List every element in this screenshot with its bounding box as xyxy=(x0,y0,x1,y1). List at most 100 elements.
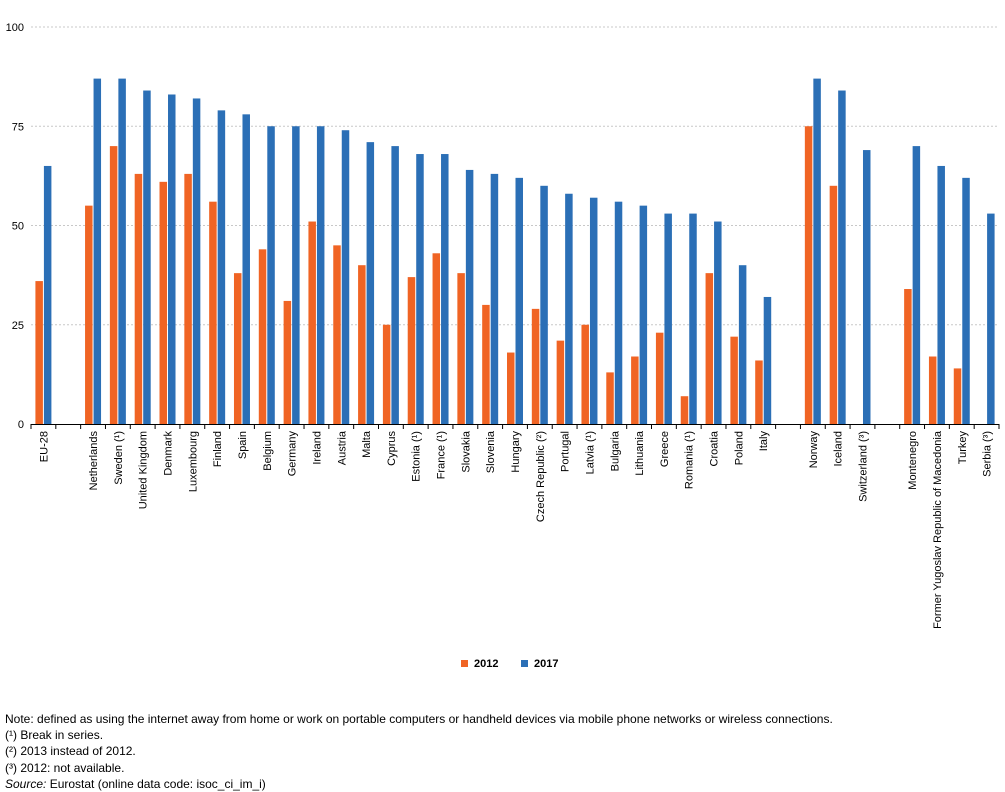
x-tick-label: Austria xyxy=(336,430,348,465)
bar-2012-iceland xyxy=(829,185,838,424)
bar-2012-estonia- xyxy=(407,277,416,424)
x-tick-label: Denmark xyxy=(163,431,175,476)
bar-2012-italy xyxy=(755,360,763,424)
x-tick-label: Portugal xyxy=(560,431,572,472)
bar-2017-malta xyxy=(366,142,375,424)
bar-2012-denmark xyxy=(159,181,168,424)
bar-2017-spain xyxy=(242,114,250,424)
bar-2017-romania- xyxy=(689,213,697,424)
bar-2012-sweden- xyxy=(109,146,118,424)
bar-2017-czech-republic- xyxy=(540,185,548,424)
y-tick-label: 100 xyxy=(6,22,24,34)
y-tick-label: 50 xyxy=(12,221,24,233)
x-tick-label: Latvia (¹) xyxy=(584,431,596,474)
bar-2017-eu-28 xyxy=(43,165,52,424)
x-tick-label: Romania (¹) xyxy=(684,431,696,489)
x-tick-label: Slovakia xyxy=(460,430,472,472)
bar-2017-estonia- xyxy=(416,154,424,425)
source-label: Source: xyxy=(5,776,47,791)
bar-2012-poland xyxy=(730,336,738,424)
x-tick-label: Bulgaria xyxy=(609,430,621,471)
bar-2012-finland xyxy=(209,201,217,424)
bar-2012-bulgaria xyxy=(606,372,614,424)
x-tick-label: Cyprus xyxy=(386,431,398,466)
bar-2017-greece xyxy=(664,213,672,424)
footnote-1: (¹) Break in series. xyxy=(5,728,104,743)
bar-2012-portugal xyxy=(556,340,565,424)
legend-label-2017: 2017 xyxy=(534,658,558,670)
bar-2017-lithuania xyxy=(639,205,648,424)
x-tick-label: Serbia (³) xyxy=(982,431,994,477)
bar-2012-united-kingdom xyxy=(134,173,143,424)
x-tick-label: Italy xyxy=(758,431,770,452)
bar-2017-sweden- xyxy=(118,78,126,425)
legend-label-2012: 2012 xyxy=(474,658,498,670)
bar-2017-montenegro xyxy=(912,146,921,424)
bar-2017-ireland xyxy=(316,126,325,424)
bar-2017-hungary xyxy=(515,177,523,424)
x-tick-label: Turkey xyxy=(957,431,969,465)
bar-2012-montenegro xyxy=(904,289,912,424)
x-tick-label: Sweden (¹) xyxy=(113,431,125,485)
bar-2012-greece xyxy=(655,332,664,424)
bar-2017-slovakia xyxy=(465,169,474,424)
bar-2017-france- xyxy=(441,154,449,425)
category-labels: EU-28 Netherlands Sweden (¹) United Kingdom… xyxy=(38,430,993,629)
note-text: Note: defined as using the internet away… xyxy=(5,712,833,726)
bar-2012-eu-28 xyxy=(35,281,43,424)
x-tick-label: Netherlands xyxy=(88,431,100,491)
x-tick-label: Hungary xyxy=(510,431,522,473)
bar-2012-germany xyxy=(283,300,292,424)
axes: 0 25 50 75 100 xyxy=(6,22,1000,431)
bar-2012-lithuania xyxy=(631,356,639,424)
x-tick-label: Poland xyxy=(733,431,745,465)
bar-2017-cyprus xyxy=(391,146,399,424)
bar-2017-latvia- xyxy=(589,197,598,424)
x-tick-label: Lithuania xyxy=(634,430,646,476)
bars xyxy=(35,78,995,425)
legend-swatch-2012 xyxy=(461,660,468,667)
bar-2012-slovakia xyxy=(457,273,465,424)
bar-2017-iceland xyxy=(838,90,846,425)
bar-2017-slovenia xyxy=(490,173,499,424)
bar-2017-serbia- xyxy=(987,213,995,424)
x-tick-label: United Kingdom xyxy=(138,431,150,509)
bar-2017-croatia xyxy=(714,221,722,424)
bar-2012-belgium xyxy=(258,249,267,424)
bar-2012-luxembourg xyxy=(184,173,192,424)
chart: 0 25 50 75 100 EU-28 Netherlands Sweden (¹) Uni… xyxy=(6,22,1000,670)
x-tick-label: Switzerland (³) xyxy=(857,431,869,502)
x-tick-label: Montenegro xyxy=(907,431,919,490)
bar-2017-former-yugoslav-republic-of-macedonia xyxy=(937,165,945,424)
legend-swatch-2017 xyxy=(521,660,528,667)
bar-2017-austria xyxy=(341,130,350,424)
bar-2012-croatia xyxy=(705,273,714,424)
y-tick-label: 0 xyxy=(18,419,24,431)
bar-2012-former-yugoslav-republic-of-macedonia xyxy=(928,356,937,424)
bar-2012-france- xyxy=(432,253,441,424)
bar-2017-luxembourg xyxy=(192,98,201,425)
bar-2017-bulgaria xyxy=(614,201,623,424)
bar-2012-malta xyxy=(358,265,366,424)
x-tick-label: Greece xyxy=(659,431,671,467)
x-tick-label: Finland xyxy=(212,431,224,467)
bar-2017-netherlands xyxy=(93,78,102,425)
bar-2012-spain xyxy=(233,273,242,424)
x-tick-label: Croatia xyxy=(709,430,721,466)
bar-2017-switzerland- xyxy=(862,150,871,424)
source-text: Eurostat (online data code: isoc_ci_im_i… xyxy=(46,776,266,791)
bar-2017-germany xyxy=(292,126,300,424)
x-tick-label: Estonia (¹) xyxy=(411,431,423,482)
bar-2012-czech-republic- xyxy=(531,308,540,424)
bar-2012-slovenia xyxy=(482,304,490,424)
bar-2017-portugal xyxy=(565,193,573,424)
x-tick-label: Former Yugoslav Republic of Macedonia xyxy=(932,430,944,629)
x-tick-label: Spain xyxy=(237,431,249,459)
x-tick-label: Malta xyxy=(361,430,373,458)
footnote-2: (²) 2013 instead of 2012. xyxy=(5,744,136,759)
x-tick-label: Norway xyxy=(808,431,820,469)
x-tick-label: Belgium xyxy=(262,431,274,471)
bar-2012-norway xyxy=(804,126,813,424)
x-tick-label: Germany xyxy=(287,431,299,477)
chart-notes: Note: defined as using the internet away… xyxy=(5,711,833,792)
